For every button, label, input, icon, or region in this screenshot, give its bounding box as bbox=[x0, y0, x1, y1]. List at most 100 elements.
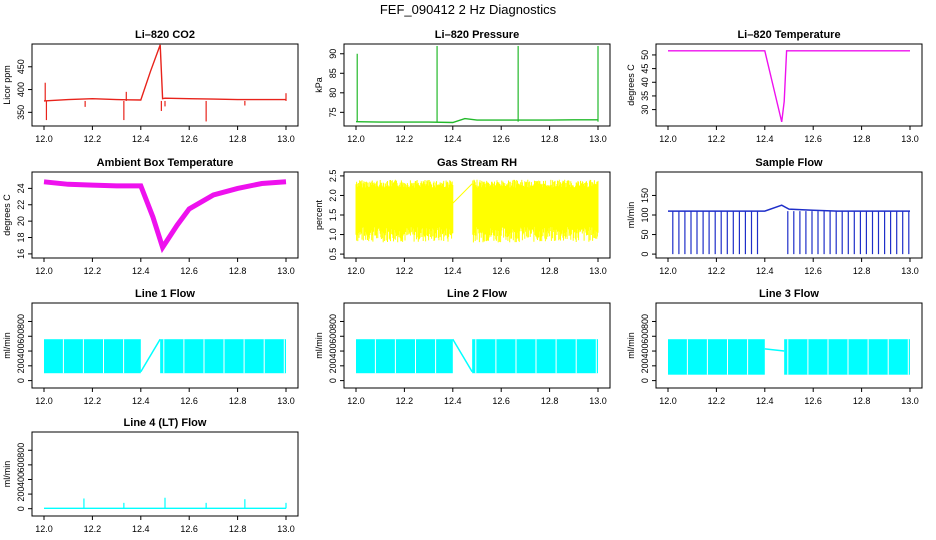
y-tick-label: 85 bbox=[328, 68, 338, 78]
x-tick-label: 13.0 bbox=[589, 396, 607, 406]
y-tick-label: 1.0 bbox=[328, 228, 338, 241]
x-tick-label: 12.8 bbox=[229, 266, 247, 276]
series-line bbox=[668, 204, 910, 212]
chart-title: Li–820 Pressure bbox=[435, 29, 519, 41]
y-tick-label: 400 bbox=[16, 472, 26, 487]
plot-frame bbox=[655, 302, 923, 389]
x-tick-label: 12.8 bbox=[853, 396, 871, 406]
y-axis-label: ml/min bbox=[314, 332, 324, 359]
x-tick-label: 12.4 bbox=[444, 134, 462, 144]
x-tick-label: 13.0 bbox=[901, 396, 919, 406]
x-tick-label: 12.0 bbox=[35, 134, 53, 144]
x-tick-label: 12.0 bbox=[347, 134, 365, 144]
series-line bbox=[355, 117, 598, 124]
y-axis-label: kPa bbox=[314, 77, 324, 93]
y-tick-label: 22 bbox=[16, 200, 26, 210]
x-tick-label: 12.6 bbox=[492, 134, 510, 144]
x-tick-label: 12.4 bbox=[132, 524, 150, 534]
x-tick-label: 12.6 bbox=[180, 396, 198, 406]
panel-5: Gas Stream RH percent 0.5 1.0 1.5 2.0 2.5 12.0 1… bbox=[314, 157, 611, 276]
series-line bbox=[668, 50, 910, 123]
y-tick-label: 600 bbox=[16, 457, 26, 472]
series-band bbox=[160, 339, 286, 374]
x-tick-label: 12.4 bbox=[132, 396, 150, 406]
series-gap-line bbox=[764, 348, 785, 352]
x-tick-label: 12.2 bbox=[84, 134, 102, 144]
y-tick-label: 30 bbox=[640, 105, 650, 115]
plot-frame bbox=[31, 431, 299, 517]
y-tick-label: 0 bbox=[16, 506, 26, 511]
x-tick-label: 12.2 bbox=[708, 266, 726, 276]
y-tick-label: 600 bbox=[16, 329, 26, 344]
plot-frame bbox=[343, 43, 611, 127]
x-tick-label: 12.4 bbox=[756, 134, 774, 144]
y-tick-label: 800 bbox=[328, 314, 338, 329]
x-tick-label: 12.6 bbox=[180, 134, 198, 144]
y-tick-label: 35 bbox=[640, 91, 650, 101]
y-tick-label: 800 bbox=[16, 443, 26, 458]
x-tick-label: 12.2 bbox=[396, 396, 414, 406]
y-tick-label: 350 bbox=[16, 105, 26, 120]
plot-frame bbox=[655, 43, 923, 127]
y-axis-label: ml/min bbox=[626, 332, 636, 359]
chart-title: Line 3 Flow bbox=[759, 288, 819, 300]
y-tick-label: 200 bbox=[640, 358, 650, 373]
x-tick-label: 13.0 bbox=[277, 134, 295, 144]
y-axis-label: ml/min bbox=[2, 461, 12, 488]
y-tick-label: 90 bbox=[328, 49, 338, 59]
y-tick-label: 800 bbox=[16, 314, 26, 329]
panel-4: Ambient Box Temperature degrees C 16 18 20 22… bbox=[2, 157, 299, 276]
y-axis-label: degrees C bbox=[626, 64, 636, 106]
x-tick-label: 12.0 bbox=[35, 266, 53, 276]
series-gaps bbox=[686, 339, 909, 375]
x-tick-label: 12.8 bbox=[229, 524, 247, 534]
x-tick-label: 13.0 bbox=[277, 266, 295, 276]
chart-title: Ambient Box Temperature bbox=[97, 157, 234, 169]
x-tick-label: 12.0 bbox=[35, 396, 53, 406]
y-tick-label: 2.0 bbox=[328, 189, 338, 202]
x-tick-label: 12.8 bbox=[541, 396, 559, 406]
x-tick-label: 12.8 bbox=[229, 396, 247, 406]
x-tick-label: 12.6 bbox=[804, 266, 822, 276]
plot-frame bbox=[343, 302, 611, 389]
series-gap-line bbox=[140, 338, 161, 373]
series-line bbox=[43, 44, 286, 102]
y-tick-label: 600 bbox=[328, 329, 338, 344]
x-tick-label: 12.2 bbox=[708, 396, 726, 406]
y-tick-label: 20 bbox=[16, 216, 26, 226]
x-tick-label: 12.8 bbox=[229, 134, 247, 144]
x-tick-label: 12.0 bbox=[35, 524, 53, 534]
x-tick-label: 12.2 bbox=[84, 396, 102, 406]
y-tick-label: 400 bbox=[328, 344, 338, 359]
y-tick-label: 0 bbox=[328, 378, 338, 383]
y-tick-label: 0 bbox=[16, 378, 26, 383]
x-tick-label: 12.4 bbox=[132, 134, 150, 144]
panel-2: Li–820 Pressure kPa 75 80 85 90 12.0 12.2 12.4 12… bbox=[314, 29, 611, 144]
x-tick-label: 13.0 bbox=[901, 266, 919, 276]
panel-1: Li–820 CO2 Licor ppm 350 400 450 12.0 12.2 12.4… bbox=[2, 29, 299, 144]
series-dropouts bbox=[672, 211, 910, 255]
x-tick-label: 13.0 bbox=[277, 396, 295, 406]
x-tick-label: 12.0 bbox=[659, 396, 677, 406]
chart-title: Li–820 CO2 bbox=[135, 29, 195, 41]
y-tick-label: 0 bbox=[640, 378, 650, 383]
y-axis-label: ml/min bbox=[2, 332, 12, 359]
x-tick-label: 12.4 bbox=[444, 396, 462, 406]
y-tick-label: 18 bbox=[16, 233, 26, 243]
x-tick-label: 13.0 bbox=[589, 134, 607, 144]
y-tick-label: 400 bbox=[640, 344, 650, 359]
chart-title: Line 4 (LT) Flow bbox=[124, 417, 207, 429]
y-tick-label: 50 bbox=[640, 230, 650, 240]
y-tick-label: 600 bbox=[640, 329, 650, 344]
x-tick-label: 12.8 bbox=[853, 134, 871, 144]
panel-3: Li–820 Temperature degrees C 30 35 40 45 50 12.… bbox=[626, 29, 923, 144]
y-tick-label: 800 bbox=[640, 314, 650, 329]
chart-title: Li–820 Temperature bbox=[737, 29, 840, 41]
panel-6: Sample Flow ml/min 0 50 100 150 12.0 12.2 12.4 12… bbox=[626, 157, 923, 276]
x-tick-label: 12.4 bbox=[132, 266, 150, 276]
series-noise bbox=[355, 179, 599, 243]
y-tick-label: 75 bbox=[328, 107, 338, 117]
plot-frame bbox=[31, 302, 299, 389]
